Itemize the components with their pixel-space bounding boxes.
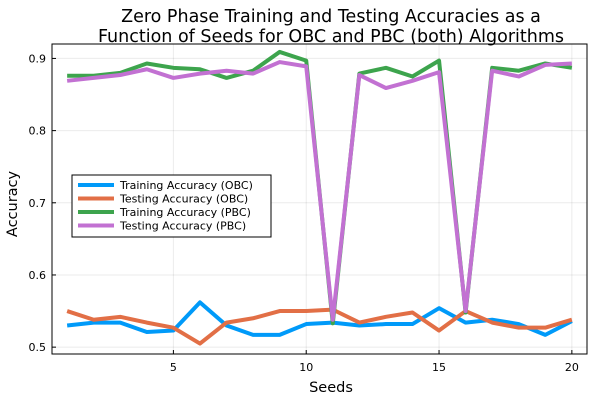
x-axis-ticks: 5 10 15 20 (170, 350, 579, 374)
x-axis-label: Seeds (309, 380, 353, 396)
series-lines (66, 49, 573, 346)
y-tick-label: 0.6 (29, 269, 47, 282)
y-tick-label: 0.7 (29, 197, 47, 210)
chart-title-line-1: Zero Phase Training and Testing Accuraci… (121, 7, 541, 27)
y-tick-label: 0.9 (29, 52, 47, 65)
plot-frame (51, 43, 588, 355)
legend-label: Testing Accuracy (OBC) (119, 193, 248, 206)
x-tick-label: 10 (299, 361, 313, 374)
x-tick-label: 5 (170, 361, 177, 374)
chart-title: Zero Phase Training and Testing Accuraci… (98, 7, 564, 47)
series-line-4 (66, 60, 572, 322)
legend-label: Training Accuracy (OBC) (119, 179, 253, 192)
legend: Training Accuracy (OBC)Testing Accuracy … (71, 174, 272, 238)
chart-title-line-2: Function of Seeds for OBC and PBC (both)… (98, 27, 564, 47)
series-line-2 (66, 307, 573, 346)
x-tick-label: 20 (565, 361, 579, 374)
legend-label: Testing Accuracy (PBC) (119, 220, 246, 233)
y-tick-label: 0.8 (29, 125, 47, 138)
y-tick-label: 0.5 (29, 341, 47, 354)
series-line-1 (66, 300, 573, 337)
y-axis-ticks: 0.5 0.6 0.7 0.8 0.9 (29, 52, 56, 354)
y-axis-label: Accuracy (5, 170, 21, 237)
x-tick-label: 15 (432, 361, 446, 374)
legend-label: Training Accuracy (PBC) (119, 206, 251, 219)
